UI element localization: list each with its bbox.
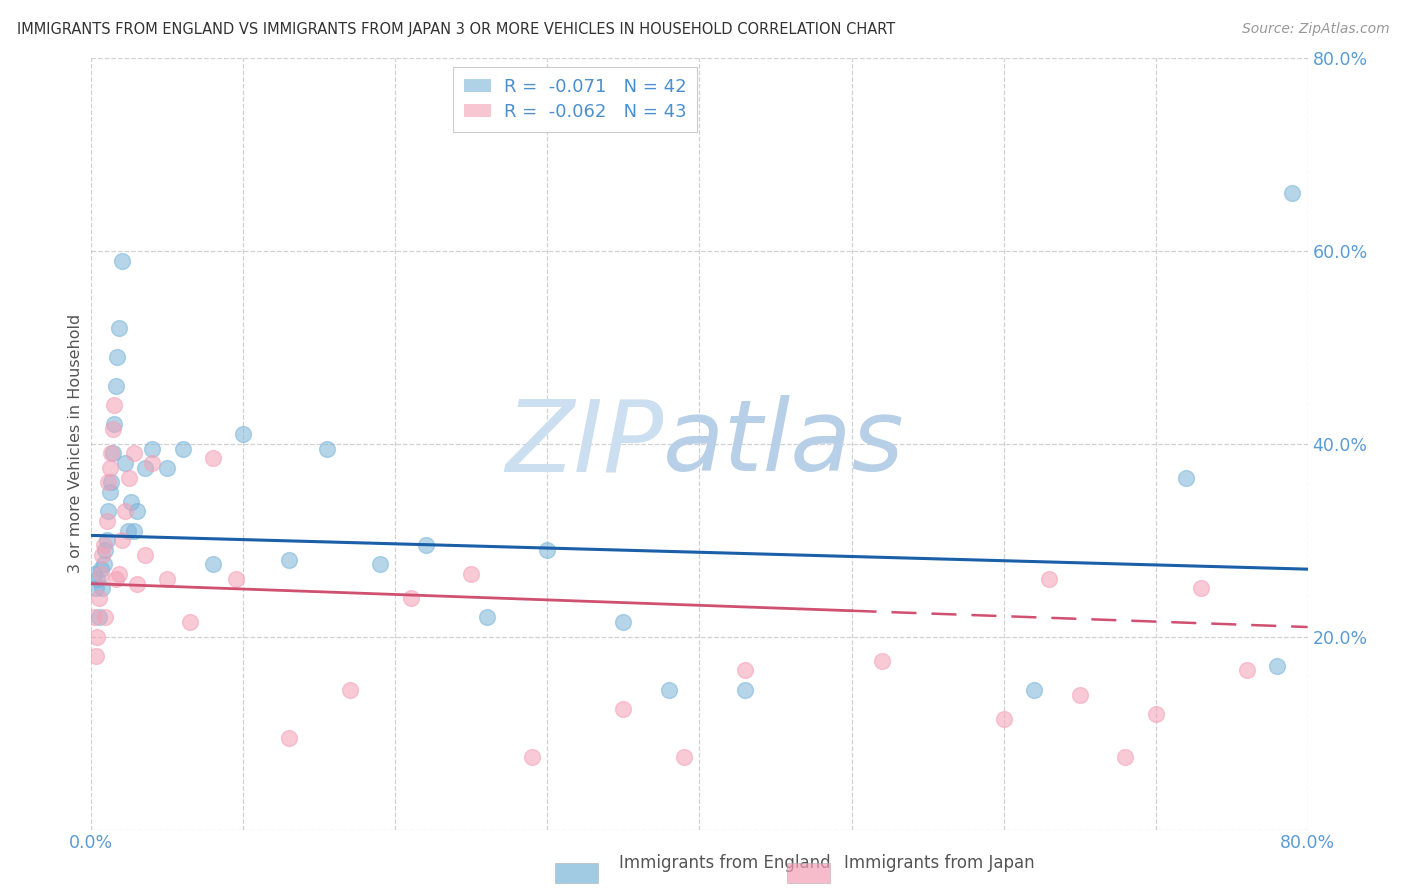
Point xyxy=(97,504,120,518)
Point xyxy=(89,566,111,581)
Point xyxy=(870,654,893,668)
Point xyxy=(83,566,105,581)
Point xyxy=(475,610,498,624)
Point xyxy=(1174,470,1197,484)
Point xyxy=(612,615,634,630)
Point xyxy=(96,533,118,548)
Point xyxy=(103,398,125,412)
Point xyxy=(84,582,107,596)
Point xyxy=(734,682,756,697)
Point xyxy=(105,350,128,364)
Text: atlas: atlas xyxy=(664,395,904,492)
Point xyxy=(98,461,121,475)
Point xyxy=(1038,572,1060,586)
Point xyxy=(734,664,756,678)
Point xyxy=(141,442,163,456)
Point xyxy=(98,485,121,500)
Point xyxy=(225,572,247,586)
Point xyxy=(103,417,125,432)
Point xyxy=(83,610,105,624)
Point xyxy=(172,442,194,456)
Point xyxy=(278,552,301,566)
Point xyxy=(87,591,110,605)
Point xyxy=(94,542,117,557)
Point xyxy=(114,456,136,470)
Point xyxy=(156,572,179,586)
Point xyxy=(94,610,117,624)
Text: Source: ZipAtlas.com: Source: ZipAtlas.com xyxy=(1241,22,1389,37)
Point xyxy=(93,538,115,552)
Point xyxy=(368,558,391,572)
Point xyxy=(104,379,127,393)
Point xyxy=(1236,664,1258,678)
Point xyxy=(117,524,139,538)
Point xyxy=(522,750,544,764)
Point xyxy=(460,566,482,581)
Point xyxy=(96,514,118,528)
Point xyxy=(104,572,127,586)
Point xyxy=(1281,186,1303,200)
Point xyxy=(87,610,110,624)
Point xyxy=(120,494,142,508)
Point xyxy=(111,253,134,268)
Point xyxy=(415,538,437,552)
Point xyxy=(339,682,361,697)
Text: Immigrants from England: Immigrants from England xyxy=(619,855,831,872)
Point xyxy=(100,446,122,460)
Y-axis label: 3 or more Vehicles in Household: 3 or more Vehicles in Household xyxy=(67,314,83,574)
Point xyxy=(122,524,145,538)
Point xyxy=(156,461,179,475)
Point xyxy=(91,582,114,596)
Legend: R =  -0.071   N = 42, R =  -0.062   N = 43: R = -0.071 N = 42, R = -0.062 N = 43 xyxy=(453,67,697,132)
Point xyxy=(100,475,122,490)
Point xyxy=(1069,688,1091,702)
Point xyxy=(125,504,148,518)
Point xyxy=(111,533,134,548)
Point xyxy=(612,702,634,716)
Point xyxy=(179,615,201,630)
Point xyxy=(93,558,115,572)
Point xyxy=(122,446,145,460)
Point xyxy=(84,648,107,663)
Point xyxy=(97,475,120,490)
Point xyxy=(993,712,1015,726)
Point xyxy=(86,572,108,586)
Point xyxy=(125,576,148,591)
Point xyxy=(202,558,225,572)
Point xyxy=(399,591,422,605)
Point xyxy=(107,321,129,335)
Text: Immigrants from Japan: Immigrants from Japan xyxy=(844,855,1035,872)
Point xyxy=(134,461,156,475)
Point xyxy=(1114,750,1136,764)
Point xyxy=(536,542,558,557)
Point xyxy=(141,456,163,470)
Point xyxy=(1265,658,1288,673)
Point xyxy=(1144,706,1167,721)
Point xyxy=(316,442,339,456)
Point xyxy=(134,548,156,562)
Point xyxy=(202,451,225,466)
Point xyxy=(91,548,114,562)
Point xyxy=(673,750,696,764)
Point xyxy=(107,566,129,581)
Text: ZIP: ZIP xyxy=(505,395,664,492)
Text: IMMIGRANTS FROM ENGLAND VS IMMIGRANTS FROM JAPAN 3 OR MORE VEHICLES IN HOUSEHOLD: IMMIGRANTS FROM ENGLAND VS IMMIGRANTS FR… xyxy=(17,22,896,37)
Point xyxy=(1022,682,1045,697)
Point xyxy=(278,731,301,745)
Point xyxy=(101,422,124,436)
Point xyxy=(101,446,124,460)
Point xyxy=(1189,582,1212,596)
Point xyxy=(232,427,254,442)
Point xyxy=(658,682,681,697)
Point xyxy=(114,504,136,518)
Point xyxy=(118,470,141,484)
Point xyxy=(86,630,108,644)
Point xyxy=(89,562,111,576)
